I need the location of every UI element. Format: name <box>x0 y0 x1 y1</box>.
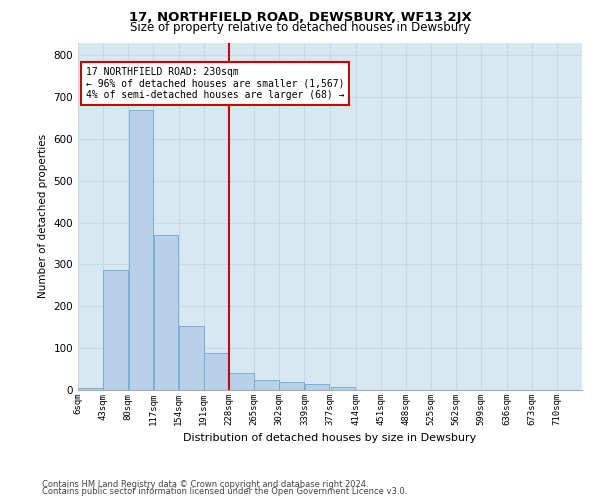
Text: Size of property relative to detached houses in Dewsbury: Size of property relative to detached ho… <box>130 21 470 34</box>
Bar <box>229 374 254 390</box>
Bar <box>331 388 355 390</box>
Bar <box>154 235 178 390</box>
Bar <box>280 382 304 390</box>
Text: 17, NORTHFIELD ROAD, DEWSBURY, WF13 2JX: 17, NORTHFIELD ROAD, DEWSBURY, WF13 2JX <box>128 11 472 24</box>
Text: 17 NORTHFIELD ROAD: 230sqm
← 96% of detached houses are smaller (1,567)
4% of se: 17 NORTHFIELD ROAD: 230sqm ← 96% of deta… <box>86 67 344 100</box>
X-axis label: Distribution of detached houses by size in Dewsbury: Distribution of detached houses by size … <box>184 434 476 444</box>
Bar <box>179 326 203 390</box>
Bar <box>254 380 279 390</box>
Bar <box>103 270 128 390</box>
Bar <box>78 388 103 390</box>
Bar <box>204 353 229 390</box>
Bar <box>305 384 329 390</box>
Text: Contains HM Land Registry data © Crown copyright and database right 2024.: Contains HM Land Registry data © Crown c… <box>42 480 368 489</box>
Bar <box>128 110 154 390</box>
Y-axis label: Number of detached properties: Number of detached properties <box>38 134 48 298</box>
Text: Contains public sector information licensed under the Open Government Licence v3: Contains public sector information licen… <box>42 488 407 496</box>
